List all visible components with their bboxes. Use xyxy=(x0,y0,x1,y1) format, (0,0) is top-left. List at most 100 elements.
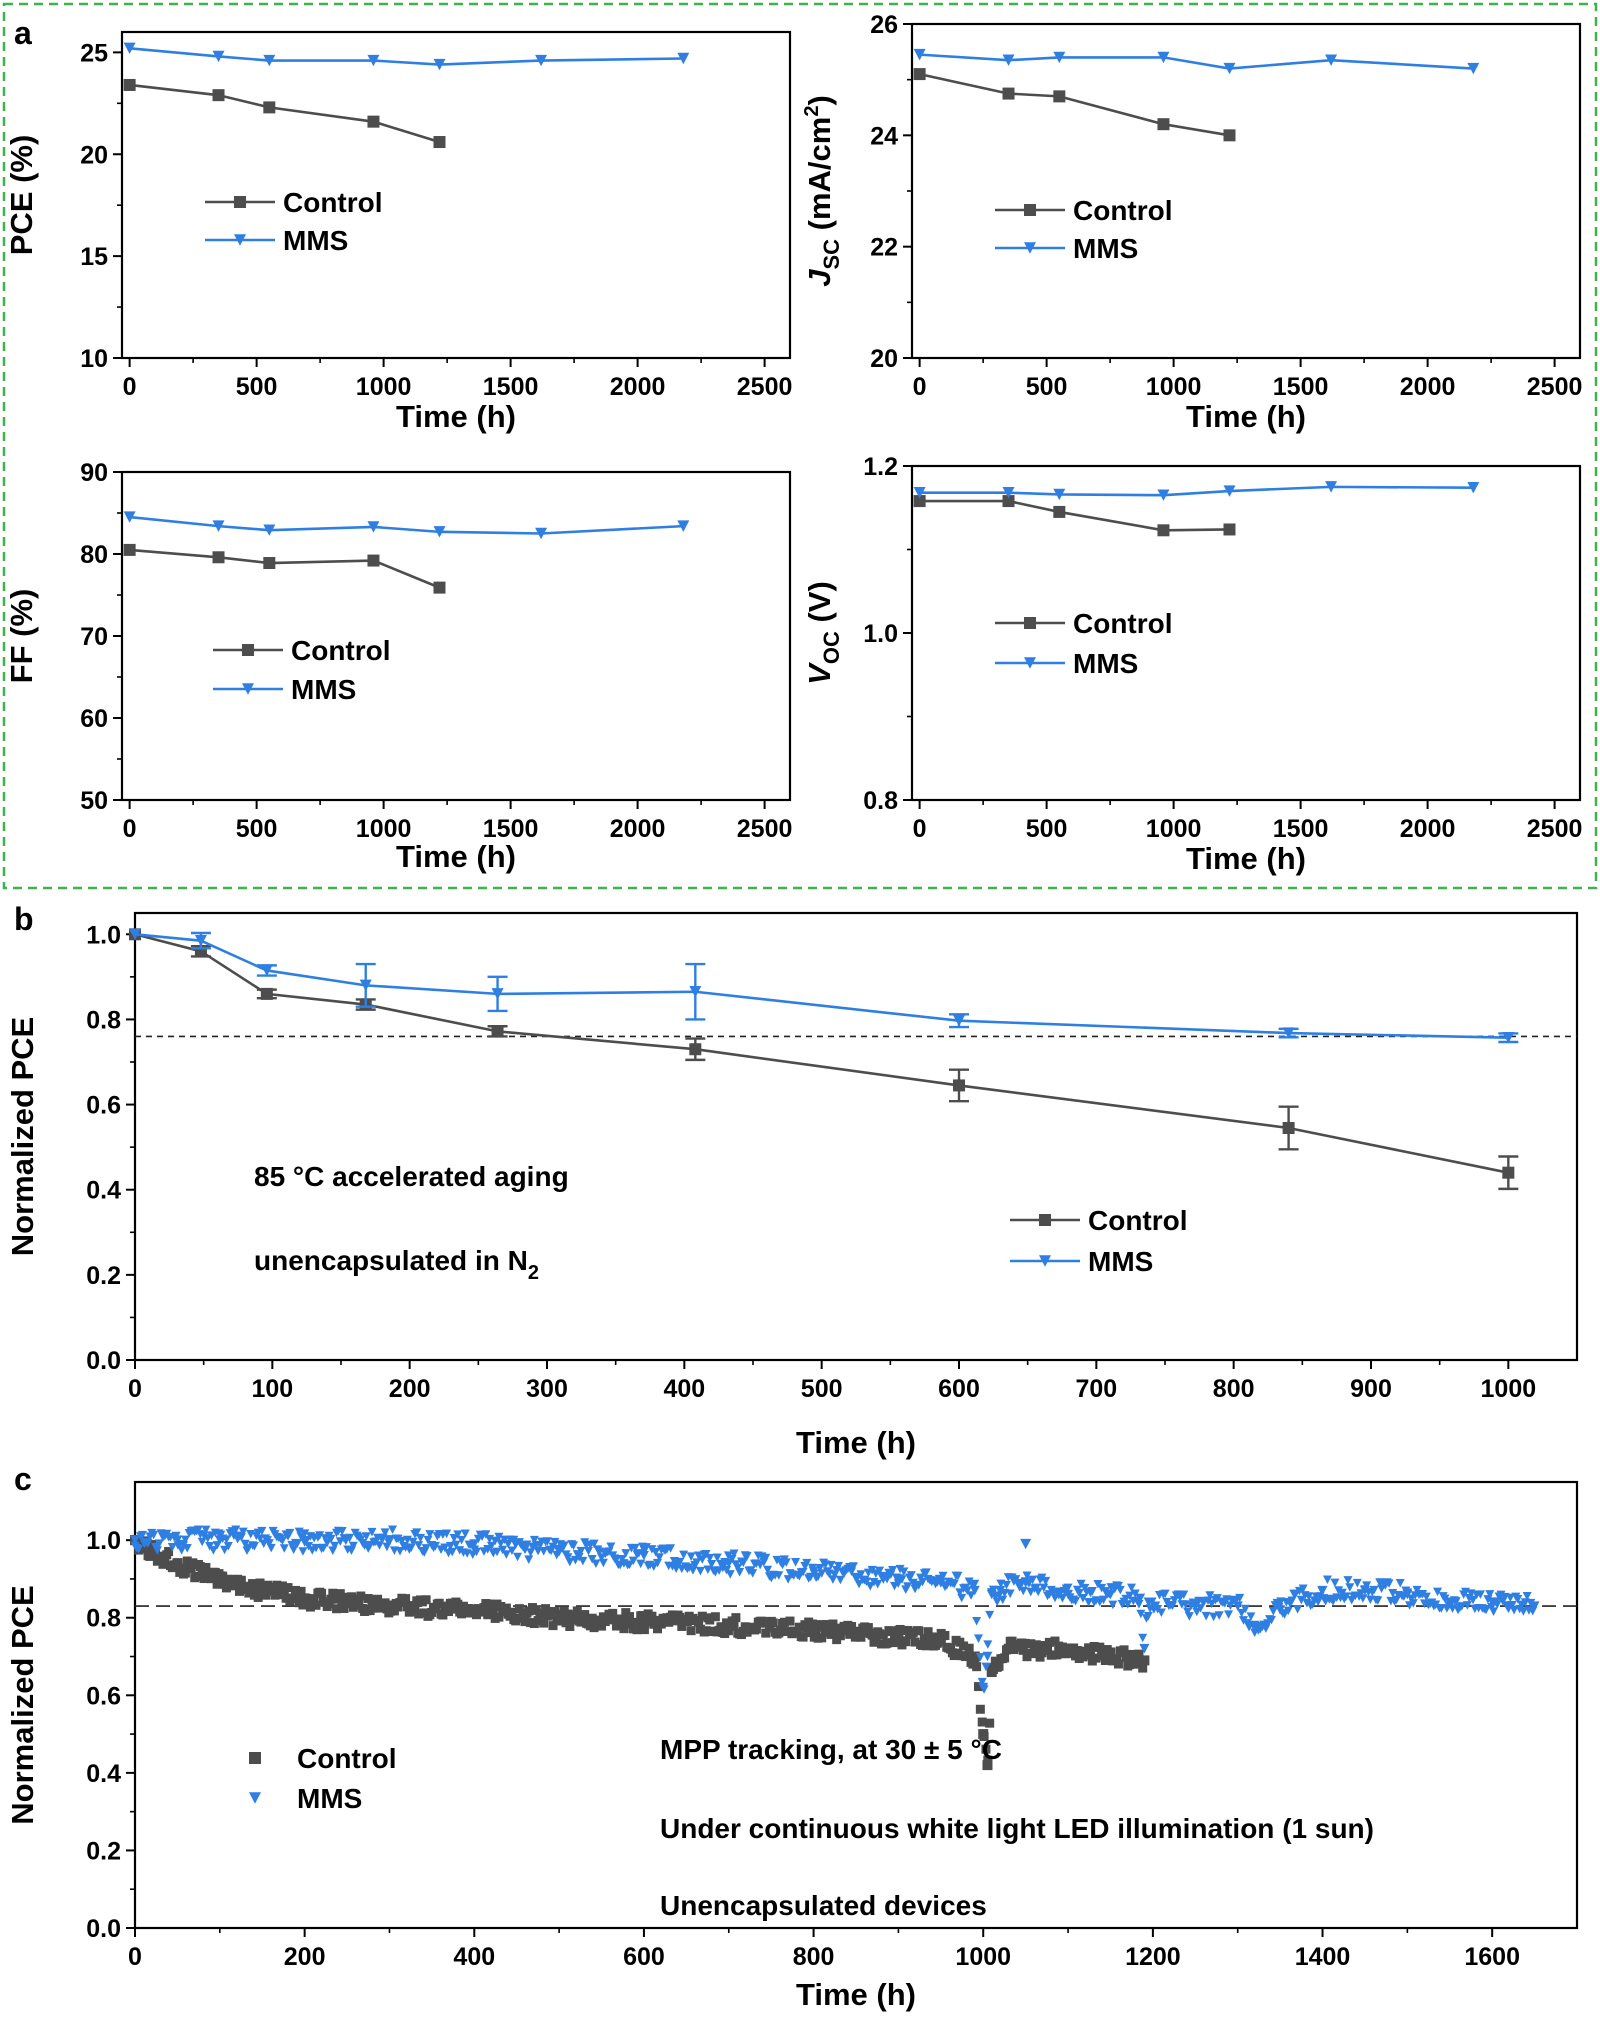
data-point xyxy=(1287,1596,1297,1605)
data-point xyxy=(374,1541,384,1550)
x-axis-label: Time (h) xyxy=(396,399,516,434)
data-point xyxy=(1127,1583,1137,1593)
data-point xyxy=(1436,1604,1446,1613)
data-point xyxy=(863,1623,873,1633)
y-tick-label: 0.6 xyxy=(86,1682,121,1710)
data-point xyxy=(1223,523,1236,536)
x-tick-label: 1600 xyxy=(1464,1943,1520,1971)
series-line xyxy=(129,83,440,144)
data-point xyxy=(923,1627,933,1637)
x-tick-label: 0 xyxy=(123,815,137,843)
data-point xyxy=(433,136,446,149)
y-tick-label: 0.4 xyxy=(86,1760,121,1788)
data-point xyxy=(591,1615,601,1625)
data-point xyxy=(455,1546,465,1555)
x-tick-label: 0 xyxy=(123,373,137,401)
data-point xyxy=(1063,1583,1073,1593)
data-point xyxy=(914,1626,924,1636)
data-point xyxy=(416,1533,426,1543)
data-point xyxy=(1018,1586,1028,1596)
y-tick-label: 1.0 xyxy=(86,921,121,949)
data-point xyxy=(921,1641,931,1651)
data-point xyxy=(794,1622,804,1632)
data-point xyxy=(227,1574,237,1584)
data-point xyxy=(318,1543,328,1553)
data-point xyxy=(895,1564,905,1574)
data-point xyxy=(317,1588,327,1598)
x-tick-label: 600 xyxy=(623,1943,665,1971)
data-point xyxy=(1343,1576,1353,1585)
annotation-text: MPP tracking, at 30 ± 5 °C xyxy=(660,1734,1002,1765)
data-point xyxy=(192,1571,202,1581)
data-point xyxy=(580,1610,590,1620)
data-point xyxy=(154,1539,164,1548)
data-point xyxy=(913,495,926,508)
data-point xyxy=(1115,1585,1125,1595)
data-point xyxy=(921,1568,931,1577)
data-point xyxy=(611,1621,621,1631)
data-point xyxy=(1125,1660,1135,1670)
data-point xyxy=(1232,1601,1243,1611)
data-point xyxy=(1298,1584,1308,1593)
data-point xyxy=(339,1603,349,1613)
data-point xyxy=(1522,1592,1532,1601)
data-point xyxy=(847,1622,857,1632)
y-axis-label: FF (%) xyxy=(4,589,39,684)
data-point xyxy=(1138,1633,1148,1643)
data-point xyxy=(913,487,926,499)
data-point xyxy=(1138,1663,1148,1673)
data-point xyxy=(251,1583,261,1593)
y-tick-label: 90 xyxy=(80,459,108,487)
data-point xyxy=(363,1594,373,1604)
data-point xyxy=(337,1526,347,1536)
y-tick-label: 0.8 xyxy=(86,1006,121,1034)
data-point xyxy=(1240,1604,1250,1614)
data-point xyxy=(401,1594,411,1604)
x-axis-label: Time (h) xyxy=(1186,841,1306,876)
series-mms xyxy=(913,481,1480,501)
x-tick-label: 0 xyxy=(913,373,927,401)
data-point xyxy=(1050,1636,1060,1646)
legend-marker xyxy=(1039,1255,1051,1267)
data-point xyxy=(1384,1579,1394,1588)
y-tick-label: 1.0 xyxy=(86,1527,121,1555)
panel-label-a: a xyxy=(14,15,32,51)
data-point xyxy=(296,1586,306,1596)
data-point xyxy=(393,1534,403,1544)
data-point xyxy=(492,1547,502,1557)
data-point xyxy=(311,1600,321,1610)
data-point xyxy=(1063,1589,1074,1600)
data-point xyxy=(1157,524,1170,537)
data-point xyxy=(201,1525,211,1535)
legend: Control MMS xyxy=(995,608,1173,679)
data-point xyxy=(238,1527,248,1537)
data-point xyxy=(1157,118,1170,131)
data-point xyxy=(695,1566,705,1576)
data-point xyxy=(808,1624,819,1635)
data-point xyxy=(328,1588,338,1598)
data-point xyxy=(565,1557,575,1567)
data-point xyxy=(906,1571,916,1580)
data-point xyxy=(1330,1578,1340,1588)
data-point xyxy=(1105,1651,1116,1662)
data-point xyxy=(888,1565,898,1575)
data-point xyxy=(653,1624,663,1634)
data-point xyxy=(309,1594,319,1604)
data-point xyxy=(453,1530,463,1539)
data-point xyxy=(611,1555,621,1564)
plot-frame xyxy=(133,1480,1579,1930)
data-point xyxy=(469,1604,480,1615)
data-point xyxy=(1362,1581,1372,1590)
data-point xyxy=(164,1547,174,1557)
x-tick-label: 1000 xyxy=(955,1943,1011,1971)
x-tick-label: 2000 xyxy=(1400,815,1456,843)
data-point xyxy=(970,1579,980,1589)
data-point xyxy=(692,1558,702,1567)
data-point xyxy=(361,1532,371,1541)
data-point xyxy=(981,1744,991,1754)
data-point xyxy=(891,1637,901,1647)
data-point xyxy=(283,1583,293,1593)
y-tick-label: 0.2 xyxy=(86,1837,121,1865)
data-point xyxy=(430,1604,440,1614)
data-point xyxy=(539,1547,549,1556)
